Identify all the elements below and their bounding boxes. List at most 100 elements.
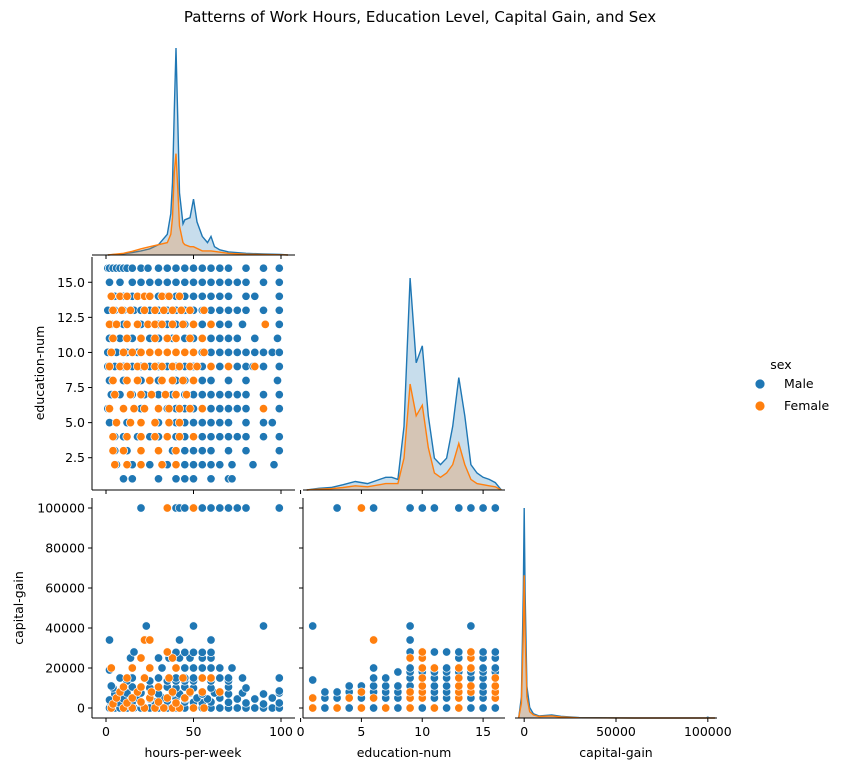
scatter-female-point — [466, 647, 476, 657]
scatter-female-point — [108, 446, 118, 456]
scatter-female-point — [108, 305, 118, 315]
scatter-male-point — [223, 347, 234, 357]
y-gain-tick-label: 80000 — [45, 541, 85, 556]
scatter-female-point — [157, 319, 167, 329]
scatter-male-point — [241, 683, 251, 693]
scatter-male-point — [320, 687, 330, 697]
x-gain-tick-label: 50000 — [596, 724, 636, 739]
scatter-male-point — [232, 305, 242, 315]
scatter-female-point — [167, 319, 178, 329]
scatter-female-point — [174, 418, 185, 428]
scatter-female-point — [162, 693, 172, 703]
scatter-male-point — [223, 432, 234, 442]
scatter-male-point — [258, 689, 269, 699]
scatter-male-point — [215, 460, 225, 470]
scatter-female-point — [108, 432, 118, 442]
scatter-female-point — [167, 687, 178, 697]
scatter-male-point — [490, 703, 500, 713]
scatter-male-point — [188, 673, 199, 683]
scatter-male-point — [180, 647, 190, 657]
panel-education-kde — [300, 277, 505, 494]
scatter-male-point — [250, 291, 260, 301]
scatter-male-point — [223, 503, 234, 513]
scatter-male-point — [180, 663, 190, 673]
scatter-female-point — [188, 503, 199, 513]
scatter-female-point — [122, 361, 132, 372]
scatter-male-point — [153, 673, 164, 683]
scatter-male-point — [232, 432, 242, 442]
scatter-male-point — [215, 305, 225, 315]
scatter-male-point — [171, 277, 181, 287]
scatter-male-point — [227, 460, 237, 470]
scatter-male-point — [197, 460, 207, 470]
scatter-female-point — [188, 319, 199, 329]
x-gain-tick-label: 0 — [520, 724, 528, 739]
scatter-male-point — [369, 663, 379, 673]
scatter-female-point — [118, 446, 129, 456]
scatter-male-point — [197, 375, 207, 386]
legend-label-male: Male — [784, 376, 814, 391]
scatter-male-point — [232, 703, 242, 713]
scatter-male-point — [274, 673, 284, 683]
scatter-male-point — [454, 503, 464, 513]
scatter-female-point — [145, 663, 155, 673]
scatter-female-point — [150, 333, 160, 343]
scatter-male-point — [466, 503, 476, 513]
scatter-male-point — [241, 263, 251, 273]
scatter-male-point — [466, 621, 476, 631]
scatter-male-point — [274, 277, 284, 287]
scatter-male-point — [429, 681, 439, 691]
scatter-male-point — [188, 621, 199, 631]
scatter-male-point — [274, 390, 284, 400]
scatter-female-point — [185, 687, 195, 697]
scatter-female-point — [178, 673, 188, 683]
scatter-male-point — [241, 432, 251, 442]
scatter-male-point — [442, 703, 452, 713]
scatter-male-point — [223, 375, 234, 386]
scatter-female-point — [111, 319, 122, 329]
scatter-male-point — [232, 503, 242, 513]
scatter-female-point — [122, 319, 132, 329]
panel-hours-vs-education: 2.5 5.0 7.5 10.0 12.5 15.0 — [57, 257, 295, 494]
scatter-male-point — [320, 703, 330, 713]
scatter-female-point — [178, 319, 188, 329]
scatter-male-point — [232, 347, 242, 357]
scatter-male-point — [206, 277, 216, 287]
scatter-male-point — [143, 263, 153, 273]
scatter-male-point — [215, 347, 225, 357]
scatter-male-point — [127, 263, 137, 273]
scatter-male-point — [197, 277, 207, 287]
scatter-female-point — [127, 663, 137, 673]
scatter-male-point — [381, 673, 391, 683]
kde-gain-male — [518, 507, 716, 719]
scatter-female-point — [117, 305, 127, 315]
scatter-male-point — [478, 647, 488, 657]
scatter-male-point — [272, 375, 283, 386]
scatter-female-point — [164, 404, 174, 414]
scatter-male-point — [171, 474, 181, 484]
scatter-female-point — [206, 361, 216, 372]
scatter-male-point — [258, 621, 269, 631]
scatter-male-point — [267, 418, 277, 428]
scatter-male-point — [129, 647, 139, 657]
scatter-female-point — [356, 703, 366, 713]
scatter-female-point — [332, 703, 342, 713]
kde-hours-female-line — [107, 153, 289, 256]
scatter-male-point — [223, 277, 234, 287]
kde-education-female-fill — [306, 384, 502, 490]
scatter-male-point — [215, 432, 225, 442]
scatter-male-point — [258, 418, 269, 428]
scatter-male-point — [180, 474, 190, 484]
scatter-male-point — [258, 432, 269, 442]
kde-education-male-fill — [306, 278, 502, 490]
x-hours-tick-label: 100 — [269, 724, 293, 739]
scatter-female-point — [308, 693, 318, 703]
scatter-female-point — [417, 673, 427, 683]
scatter-male-point — [223, 404, 234, 414]
scatter-male-point — [162, 277, 172, 287]
scatter-female-point — [132, 319, 143, 329]
chart-title: Patterns of Work Hours, Education Level,… — [184, 8, 656, 26]
scatter-male-point — [136, 277, 146, 287]
scatter-female-point — [136, 432, 146, 442]
kde-education-male — [306, 277, 502, 491]
